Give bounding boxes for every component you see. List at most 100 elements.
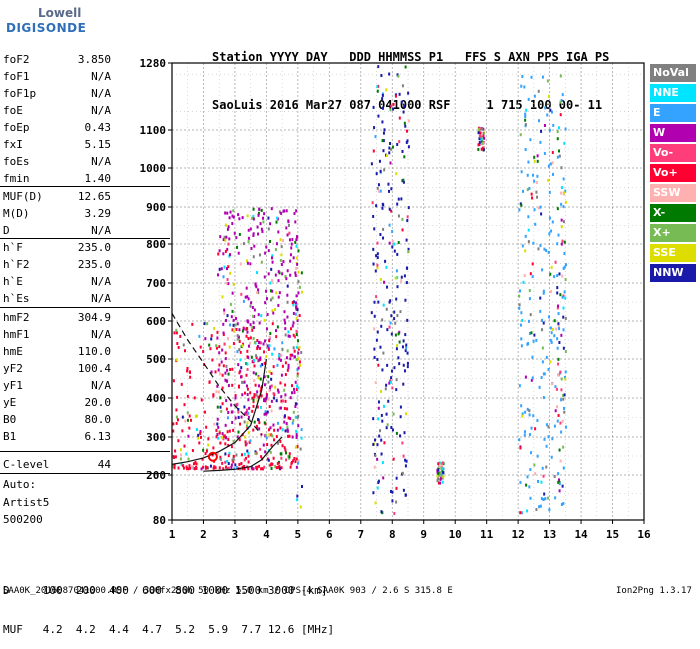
echo-mark	[281, 399, 284, 403]
echo-mark	[247, 467, 250, 471]
echo-mark	[540, 129, 543, 133]
echo-mark	[247, 355, 250, 359]
echo-mark	[255, 285, 258, 289]
echo-mark	[219, 235, 222, 239]
echo-mark	[271, 352, 274, 356]
echo-mark	[385, 88, 388, 92]
echo-mark	[379, 345, 382, 349]
echo-mark	[556, 419, 559, 423]
echo-mark	[561, 239, 564, 243]
echo-mark	[374, 501, 377, 505]
echo-mark	[381, 139, 384, 143]
echo-mark	[266, 312, 269, 316]
echo-mark	[548, 128, 551, 132]
echo-mark	[200, 435, 203, 439]
echo-mark	[252, 371, 255, 375]
echo-mark	[543, 151, 546, 155]
echo-mark	[402, 178, 405, 182]
echo-mark	[232, 282, 235, 286]
echo-mark	[376, 457, 379, 461]
echo-mark	[406, 361, 409, 365]
echo-mark	[283, 310, 286, 314]
echo-mark	[234, 316, 237, 320]
echo-mark	[237, 416, 240, 420]
echo-mark	[295, 305, 298, 309]
echo-mark	[396, 314, 399, 318]
echo-mark	[227, 454, 230, 458]
echo-mark	[224, 442, 227, 446]
echo-mark	[372, 491, 375, 495]
echo-mark	[226, 337, 229, 341]
echo-mark	[221, 432, 224, 436]
echo-mark	[271, 289, 274, 293]
echo-mark	[406, 266, 409, 270]
echo-mark	[543, 492, 546, 496]
echo-mark	[232, 342, 235, 346]
echo-mark	[294, 402, 297, 406]
echo-mark	[236, 322, 239, 326]
echo-mark	[289, 327, 292, 331]
echo-mark	[239, 369, 242, 373]
echo-mark	[562, 445, 565, 449]
echo-mark	[558, 448, 561, 452]
echo-mark	[518, 208, 521, 212]
echo-mark	[528, 297, 531, 301]
echo-mark	[218, 431, 221, 435]
echo-mark	[402, 363, 405, 367]
echo-mark	[279, 406, 282, 410]
echo-mark	[371, 201, 374, 205]
echo-mark	[441, 474, 444, 478]
echo-mark	[381, 318, 384, 322]
echo-mark	[438, 473, 441, 477]
echo-mark	[379, 429, 382, 433]
echo-mark	[239, 358, 242, 362]
echo-mark	[519, 446, 522, 450]
echo-mark	[298, 314, 301, 318]
echo-mark	[547, 315, 550, 319]
echo-mark	[268, 339, 271, 343]
echo-mark	[246, 261, 249, 265]
echo-mark	[560, 225, 563, 229]
echo-mark	[246, 421, 249, 425]
echo-mark	[236, 334, 239, 338]
echo-mark	[212, 466, 215, 470]
echo-mark	[287, 334, 290, 338]
echo-mark	[530, 75, 533, 79]
echo-mark	[179, 457, 182, 461]
echo-mark	[255, 424, 258, 428]
echo-mark	[189, 466, 192, 470]
x-tick-label: 1	[169, 528, 176, 541]
echo-mark	[283, 420, 286, 424]
param-label: B1	[3, 430, 17, 443]
echo-mark	[394, 276, 397, 280]
echo-mark	[263, 412, 266, 416]
echo-mark	[291, 353, 294, 357]
echo-mark	[299, 363, 302, 367]
echo-mark	[401, 149, 404, 153]
echo-mark	[202, 350, 205, 354]
echo-mark	[399, 310, 402, 314]
echo-mark	[192, 466, 195, 470]
echo-mark	[258, 358, 261, 362]
echo-mark	[180, 463, 183, 467]
echo-mark	[281, 341, 284, 345]
echo-mark	[255, 354, 258, 358]
echo-mark	[286, 368, 289, 372]
echo-mark	[259, 405, 262, 409]
echo-mark	[542, 396, 545, 400]
echo-mark	[404, 124, 407, 128]
echo-mark	[526, 173, 529, 177]
echo-mark	[392, 412, 395, 416]
echo-mark	[275, 466, 278, 470]
param-value: 110.0	[77, 345, 111, 358]
echo-mark	[280, 353, 283, 357]
echo-mark	[550, 331, 553, 335]
echo-mark	[195, 414, 198, 418]
echo-mark	[407, 119, 410, 123]
echo-mark	[173, 463, 176, 467]
echo-mark	[225, 281, 228, 285]
echo-mark	[292, 256, 295, 260]
echo-mark	[529, 468, 532, 472]
echo-mark	[376, 89, 379, 93]
echo-mark	[221, 435, 224, 439]
